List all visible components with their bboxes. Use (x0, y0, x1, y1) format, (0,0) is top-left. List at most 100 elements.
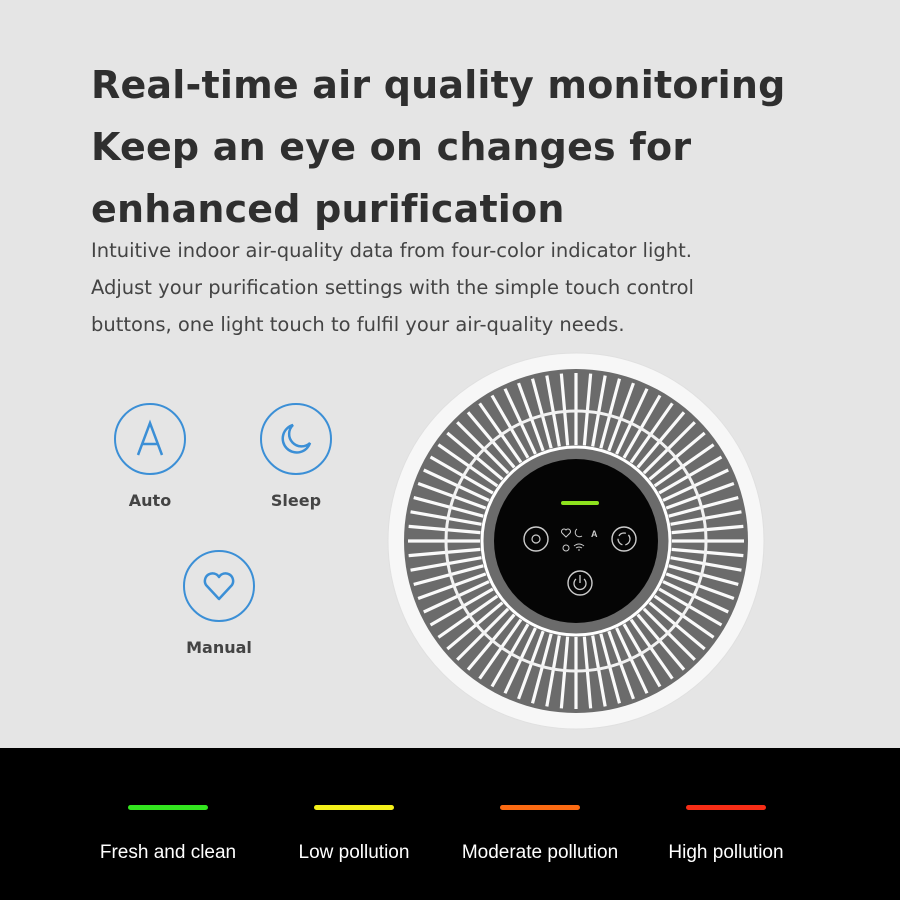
mode-sleep: Sleep (236, 403, 356, 510)
grille-slat (653, 443, 715, 488)
grille-slat (607, 382, 635, 452)
grille-slat (413, 495, 484, 518)
grille-slat (559, 373, 570, 446)
title-line: enhanced purification (91, 187, 565, 231)
grille-slat (478, 618, 523, 680)
grille-slat (413, 564, 484, 587)
grille-slat (622, 394, 662, 459)
grille-slat (599, 633, 622, 704)
air-purifier-top-view: A (387, 352, 765, 730)
grille-slat (456, 607, 510, 661)
grille-slat (408, 524, 481, 535)
grille-slat (642, 421, 696, 475)
grille-slat (437, 594, 499, 639)
grille-slat (466, 613, 516, 671)
moon-icon (260, 403, 332, 475)
level-high: High pollution (626, 748, 826, 864)
level-label: Moderate pollution (461, 842, 619, 863)
grille-slat (530, 633, 553, 704)
description-line: Adjust your purification settings with t… (91, 276, 694, 299)
mode-cycle-icon (617, 532, 631, 546)
grille-slat (648, 601, 706, 651)
grille-slat (668, 564, 739, 587)
grille-slat (437, 443, 499, 488)
grille-slat (642, 607, 696, 661)
grille-slat (671, 547, 744, 558)
grille-slat (607, 630, 635, 700)
grille-slat (668, 495, 739, 518)
description-line: buttons, one light touch to fulfil your … (91, 313, 625, 336)
grille-slat (582, 636, 593, 709)
grille-slat (446, 431, 504, 481)
power-button[interactable] (567, 570, 593, 596)
grille-slat (636, 411, 686, 469)
page-title: Real-time air quality monitoring Keep an… (91, 54, 785, 240)
grille-slat (423, 580, 490, 614)
level-label: High pollution (668, 842, 784, 863)
grille-slat (622, 623, 662, 688)
mode-label: Sleep (270, 491, 322, 510)
control-panel (494, 459, 658, 623)
grille-slat (503, 627, 537, 694)
grille-slat (490, 623, 530, 688)
letter-a-icon (114, 403, 186, 475)
grille-slat (429, 455, 494, 495)
grille-slat (599, 378, 622, 449)
grille-slat (629, 618, 674, 680)
grille-slat (417, 572, 487, 600)
grille-slat (503, 388, 537, 455)
wifi-icon (573, 543, 585, 551)
grille-slat (423, 468, 490, 502)
indicator-bar (686, 805, 766, 810)
mode-label: Auto (128, 491, 172, 510)
level-fresh: Fresh and clean (68, 748, 268, 864)
grille-slat (490, 394, 530, 459)
grille-slat (429, 587, 494, 627)
mode-label: Manual (186, 638, 252, 657)
grille-slat (517, 630, 545, 700)
grille-slat (517, 382, 545, 452)
grille-slat (615, 627, 649, 694)
grille-slat (456, 421, 510, 475)
grille-slats (408, 373, 744, 709)
grille-slat (591, 635, 607, 707)
grille-slat (648, 431, 706, 481)
grille-slat (478, 402, 523, 464)
description-line: Intuitive indoor air-quality data from f… (91, 239, 692, 262)
grille-slat (636, 613, 686, 671)
indicator-bar (128, 805, 208, 810)
air-quality-indicator-light (561, 501, 599, 505)
mode-cycle-button[interactable] (611, 526, 637, 552)
air-quality-legend: Fresh and clean Low pollution Moderate p… (0, 748, 900, 900)
title-line: Real-time air quality monitoring (91, 63, 786, 107)
heart-icon (183, 550, 255, 622)
mode-manual: Manual (159, 550, 279, 657)
grille-slat (545, 635, 561, 707)
grille-slat (671, 524, 744, 535)
level-moderate: Moderate pollution (440, 748, 640, 864)
grille-slat (658, 587, 723, 627)
brightness-icon (531, 534, 541, 544)
grille-slat (629, 402, 674, 464)
letter-a-icon: A (591, 529, 598, 539)
level-low: Low pollution (254, 748, 454, 864)
grille-slat (530, 378, 553, 449)
level-label: Low pollution (298, 842, 410, 863)
grille-slat (410, 510, 482, 526)
grille-slat (658, 455, 723, 495)
brightness-button[interactable] (523, 526, 549, 552)
grille-slat (466, 411, 516, 469)
grille-slat (408, 547, 481, 558)
indicator-bar (500, 805, 580, 810)
moon-icon (574, 528, 583, 538)
grille-slat (582, 373, 593, 446)
grille-slat (410, 556, 482, 572)
description: Intuitive indoor air-quality data from f… (91, 232, 694, 343)
grille-slat (417, 482, 487, 510)
power-icon (573, 575, 587, 591)
grille-slat (591, 375, 607, 447)
grille-slat (662, 580, 729, 614)
lock-icon (562, 544, 570, 552)
mode-auto: Auto (90, 403, 210, 510)
title-line: Keep an eye on changes for (91, 125, 692, 169)
